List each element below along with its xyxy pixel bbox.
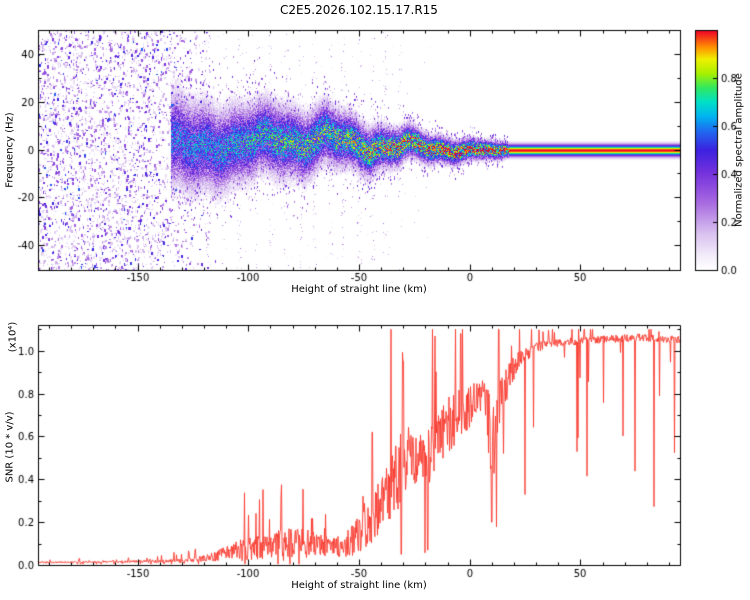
spectrogram-canvas (0, 0, 750, 310)
chart-title: C2E5.2026.102.15.17.R15 (280, 3, 438, 17)
bottom-xaxis-label: Height of straight line (km) (291, 580, 427, 591)
top-xaxis-label: Height of straight line (km) (291, 284, 427, 295)
colorbar-label: Normalized spectral amplitude (733, 73, 745, 227)
frequency-axis-label: Frequency (Hz) (4, 112, 16, 188)
snr-canvas (0, 310, 750, 600)
snr-axis-scale-label: (x10⁴) (7, 321, 19, 353)
snr-axis-label: SNR (10 * v/v) (4, 411, 16, 483)
